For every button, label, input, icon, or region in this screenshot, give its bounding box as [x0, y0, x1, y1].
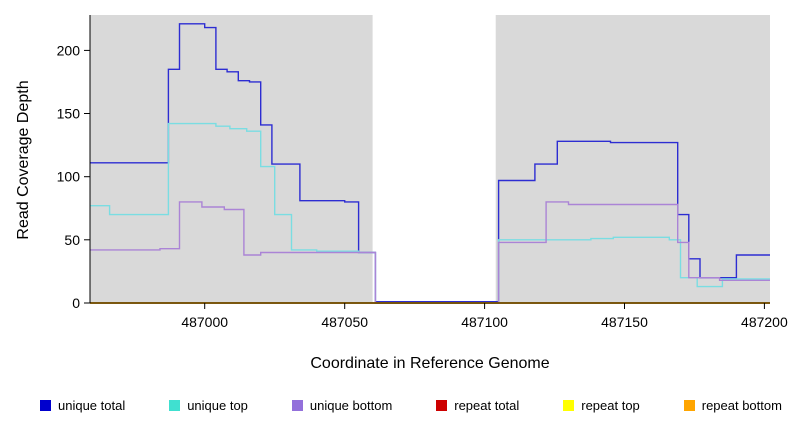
series-unique-top [90, 122, 770, 304]
legend-label: unique top [187, 398, 248, 413]
y-axis-label: Read Coverage Depth [15, 80, 32, 240]
coverage-gap-region [372, 15, 496, 303]
legend-label: repeat bottom [701, 398, 782, 413]
legend-label: unique bottom [309, 398, 393, 413]
y-tick-label: 0 [72, 295, 80, 311]
legend-item-unique-total: unique total [40, 398, 125, 413]
legend-item-repeat-top: repeat top [563, 398, 640, 413]
y-tick-label: 200 [57, 42, 81, 58]
x-tick-label: 487200 [741, 314, 788, 330]
legend-swatch [683, 400, 695, 411]
legend-label: repeat total [454, 398, 520, 413]
legend-swatch [436, 400, 448, 411]
plot-area: 0 50 100 150 200 487000 487050 487100 487150 4872… [57, 15, 788, 330]
x-axis-label: Coordinate in Reference Genome [310, 355, 550, 372]
y-tick-label: 100 [57, 169, 81, 185]
y-tick-label: 150 [57, 106, 81, 122]
x-tick-label: 487050 [321, 314, 368, 330]
x-tick-label: 487100 [461, 314, 508, 330]
x-tick-label: 487150 [601, 314, 648, 330]
legend-item-unique-top: unique top [169, 398, 248, 413]
y-tick-label: 50 [64, 232, 80, 248]
legend-item-repeat-bottom: repeat bottom [683, 398, 782, 413]
legend-swatch [40, 400, 51, 411]
legend-label: unique total [58, 398, 126, 413]
x-tick-label: 487000 [181, 314, 228, 330]
legend: unique total unique top unique bottom repea… [40, 398, 782, 413]
legend-swatch [291, 400, 303, 411]
legend-swatch [563, 400, 575, 411]
legend-swatch [169, 400, 181, 411]
legend-item-unique-bottom: unique bottom [291, 398, 393, 413]
series-unique-total [90, 23, 770, 303]
legend-label: repeat top [581, 398, 640, 413]
legend-item-repeat-total: repeat total [436, 398, 519, 413]
